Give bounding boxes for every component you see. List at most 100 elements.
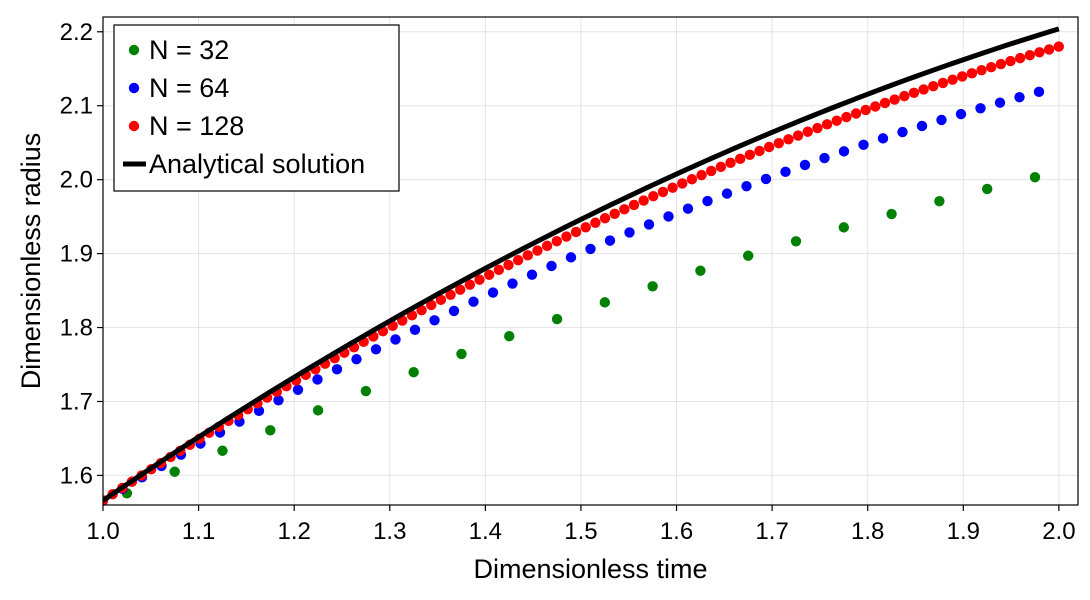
data-point	[792, 130, 804, 141]
x-tick-label: 1.3	[373, 518, 406, 545]
data-point	[955, 108, 967, 120]
data-point	[217, 445, 228, 456]
legend-label: Analytical solution	[149, 149, 365, 179]
legend-item: N = 32	[128, 35, 229, 65]
data-point	[986, 61, 997, 73]
data-point	[312, 405, 324, 416]
data-point	[858, 139, 869, 151]
y-tick-label: 1.6	[60, 462, 93, 489]
data-point	[790, 236, 802, 247]
data-point	[503, 259, 514, 271]
data-point	[663, 211, 674, 222]
data-point	[838, 146, 850, 157]
data-point	[773, 137, 785, 149]
legend-box	[113, 24, 400, 192]
data-point	[706, 165, 717, 177]
data-point	[464, 279, 476, 290]
data-point	[647, 281, 658, 292]
data-point	[667, 182, 678, 193]
data-point	[966, 68, 978, 79]
data-point	[532, 245, 543, 256]
data-point	[947, 74, 958, 85]
data-point	[292, 384, 304, 396]
data-point	[1053, 41, 1064, 52]
data-point	[624, 227, 635, 238]
data-point	[937, 77, 949, 89]
data-point	[889, 94, 900, 105]
data-point	[734, 153, 746, 165]
legend-item: Analytical solution	[123, 149, 365, 179]
data-point	[551, 313, 563, 325]
data-point	[429, 315, 440, 326]
data-point	[976, 65, 987, 76]
data-point	[628, 199, 640, 211]
data-point	[448, 305, 460, 317]
data-point	[643, 219, 655, 230]
data-point	[725, 157, 736, 169]
data-point	[657, 186, 669, 198]
grid	[102, 17, 1078, 505]
x-tick-label: 1.9	[947, 518, 980, 545]
data-point	[504, 330, 515, 342]
legend: N = 32 N = 64 N = 128 Analytical solution	[113, 24, 400, 192]
y-axis-ticks: 1.6 1.7 1.8 1.9 2.0 2.1 2.2	[60, 19, 103, 489]
data-point	[741, 180, 752, 192]
data-point	[936, 114, 947, 126]
data-point	[695, 265, 706, 276]
data-point	[677, 178, 688, 189]
data-point	[744, 149, 756, 161]
y-tick-label: 2.1	[60, 93, 93, 120]
data-point	[908, 87, 920, 98]
data-point	[780, 166, 791, 178]
data-point	[265, 425, 276, 436]
x-tick-label: 1.7	[755, 518, 788, 545]
data-point	[838, 222, 850, 233]
data-point	[1014, 52, 1026, 64]
y-tick-label: 1.7	[60, 388, 93, 415]
data-point	[585, 243, 596, 255]
data-point	[1043, 44, 1055, 55]
data-point	[455, 284, 466, 295]
x-tick-label: 1.6	[660, 518, 693, 545]
data-point	[1033, 86, 1045, 98]
series-layer	[103, 26, 1064, 505]
data-point	[435, 294, 447, 306]
legend-item: N = 128	[128, 111, 244, 141]
data-point	[522, 250, 533, 261]
legend-label: N = 32	[149, 35, 229, 65]
data-point	[899, 90, 910, 102]
data-point	[351, 354, 362, 365]
data-point	[702, 195, 713, 207]
data-point	[1024, 49, 1036, 61]
data-point	[686, 174, 698, 185]
data-point	[541, 240, 553, 252]
data-point	[273, 395, 284, 406]
data-point	[619, 204, 630, 215]
data-point	[638, 195, 649, 206]
data-point	[609, 208, 620, 219]
data-point	[928, 80, 939, 92]
legend-label: N = 128	[149, 111, 244, 141]
x-tick-label: 1.4	[469, 518, 502, 545]
data-point	[408, 366, 419, 378]
data-point	[493, 264, 505, 276]
data-point	[512, 254, 524, 266]
data-point	[763, 141, 775, 153]
data-point	[886, 208, 897, 220]
data-point	[169, 466, 180, 477]
data-point	[1034, 47, 1045, 58]
data-point	[507, 278, 518, 289]
data-point	[918, 84, 929, 95]
data-point	[1029, 171, 1041, 183]
data-point	[604, 235, 616, 246]
x-tick-label: 2.0	[1042, 518, 1075, 545]
data-point	[648, 191, 659, 202]
y-tick-label: 2.2	[60, 19, 93, 46]
data-point	[860, 104, 871, 116]
data-point	[812, 122, 823, 134]
plot-frame	[102, 16, 1079, 506]
data-point	[445, 289, 456, 300]
data-point	[850, 108, 862, 119]
legend-item: N = 64	[128, 73, 229, 103]
